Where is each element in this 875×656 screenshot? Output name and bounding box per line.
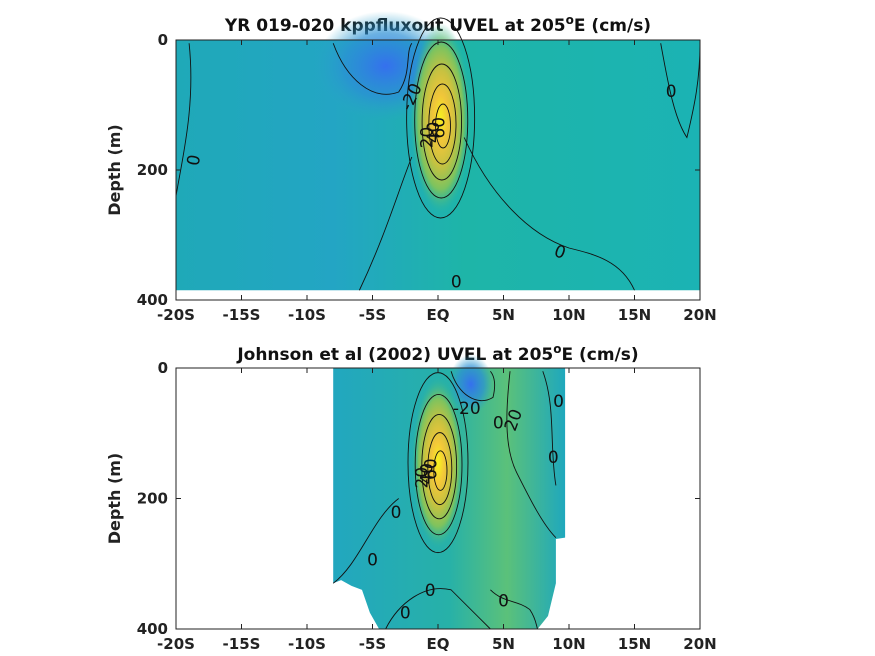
x-tick-label: -15S — [223, 306, 261, 324]
undercurrent-core — [410, 23, 471, 213]
contour-lines — [175, 17, 701, 291]
y-tick-label: 200 — [137, 490, 168, 508]
contour-label: 0 — [553, 392, 564, 412]
contour-label: 0 — [548, 448, 559, 468]
contour-line — [358, 156, 413, 291]
contour-line — [506, 371, 557, 538]
x-tick-label: 10N — [552, 306, 585, 324]
chart-title-end: E (cm/s) — [561, 345, 638, 365]
contour-line — [433, 450, 448, 491]
contour-line — [450, 370, 496, 402]
contour-label: 40 — [418, 463, 438, 485]
y-tick-label: 400 — [137, 620, 168, 638]
contour-line — [490, 589, 538, 630]
contour-line — [385, 588, 491, 630]
contour-line — [414, 41, 469, 199]
contour-line — [435, 103, 451, 149]
velocity-field — [332, 354, 566, 630]
contour-label: 0 — [184, 153, 206, 167]
x-tick-label: -5S — [359, 306, 386, 324]
x-tick-label: -5S — [359, 635, 386, 653]
y-tick-label: 400 — [137, 291, 168, 309]
chart-title-degree: o — [553, 342, 561, 356]
x-tick-label: -10S — [288, 635, 326, 653]
contour-line — [428, 83, 457, 165]
contour-line — [421, 413, 458, 520]
contour-label: 40 — [424, 121, 444, 143]
chart-title-degree: o — [566, 13, 574, 27]
x-tick-label: -10S — [288, 306, 326, 324]
x-tick-label: EQ — [427, 306, 450, 324]
chart-title: Johnson et al (2002) UVEL at 205oE (cm/s… — [236, 342, 638, 365]
contour-label: 60 — [421, 458, 441, 480]
contour-label: 60 — [429, 117, 449, 139]
x-tick-label: -20S — [157, 306, 195, 324]
contour-label: -20 — [453, 399, 481, 419]
chart-title-main: Johnson et al (2002) UVEL at 205 — [236, 345, 553, 365]
contour-label: 20 — [418, 127, 438, 149]
y-axis-label: Depth (m) — [105, 124, 124, 216]
contour-line — [414, 393, 463, 536]
contour-label: 0 — [493, 413, 504, 433]
x-tick-label: 5N — [492, 635, 515, 653]
x-tick-label: 20N — [683, 635, 716, 653]
contour-label: 0 — [498, 592, 509, 612]
x-tick-label: 5N — [492, 306, 515, 324]
velocity-field — [175, 11, 701, 291]
contour-label: 0 — [400, 603, 411, 623]
contour-line — [332, 42, 413, 95]
x-tick-label: 15N — [618, 635, 651, 653]
x-tick-label: 15N — [618, 306, 651, 324]
y-axis-label: Depth (m) — [105, 453, 124, 545]
y-tick-label: 200 — [137, 161, 168, 179]
contour-label: 20 — [412, 467, 432, 489]
contour-line — [175, 43, 192, 197]
x-tick-label: EQ — [427, 635, 450, 653]
y-tick-label: 0 — [158, 31, 168, 49]
contour-label: 0 — [451, 272, 462, 292]
contour-label: 0 — [391, 503, 402, 523]
contour-line — [332, 498, 399, 584]
x-tick-label: 20N — [683, 306, 716, 324]
contour-line — [463, 137, 635, 291]
contour-line — [421, 63, 462, 181]
panel-model: YR 019-020 kppfluxout UVEL at 205oE (cm/… — [105, 11, 717, 324]
x-tick-label: -20S — [157, 635, 195, 653]
panel-observations: Johnson et al (2002) UVEL at 205oE (cm/s… — [105, 342, 717, 653]
contour-line — [406, 17, 476, 219]
contour-line — [660, 43, 701, 139]
chart-title-end: E (cm/s) — [574, 16, 651, 36]
y-tick-label: 0 — [158, 359, 168, 377]
x-tick-label: 10N — [552, 635, 585, 653]
contour-line — [542, 371, 557, 486]
contour-label: 0 — [367, 550, 378, 570]
contour-line — [427, 432, 453, 506]
contour-label: 0 — [425, 581, 436, 601]
contour-label: 0 — [666, 82, 677, 102]
x-tick-label: -15S — [223, 635, 261, 653]
